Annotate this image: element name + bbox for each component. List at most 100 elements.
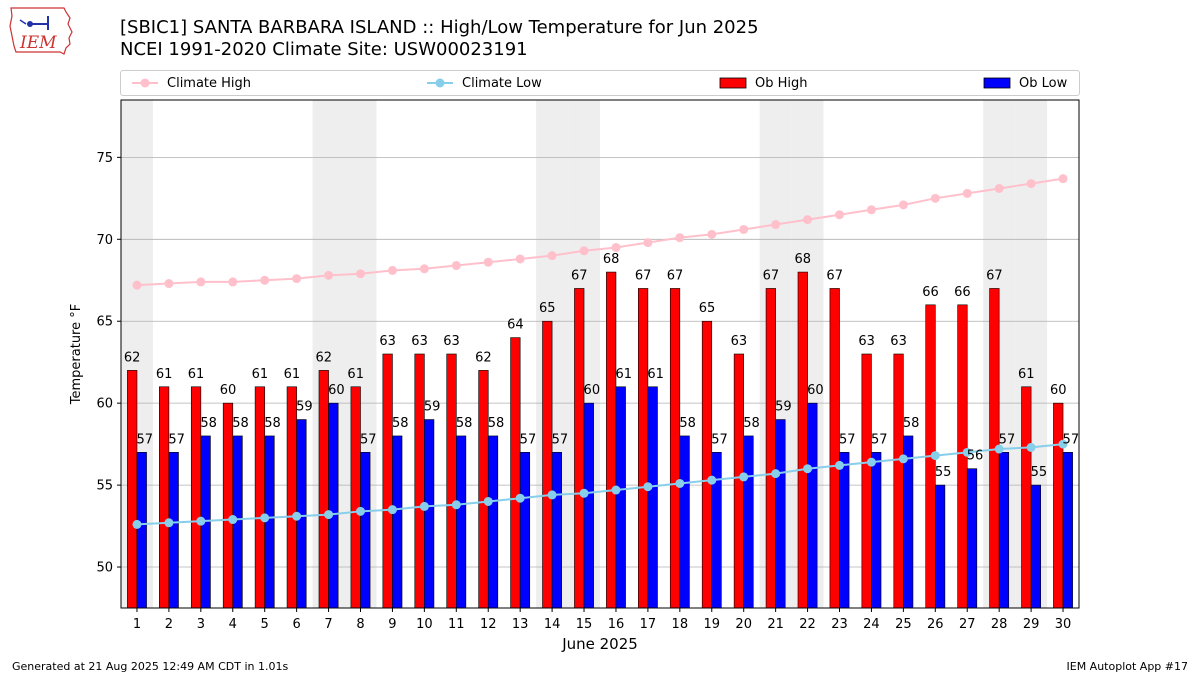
climate-low-point-23: [835, 460, 844, 470]
climate-low-point-25: [898, 454, 908, 464]
ob-high-bar-8: [350, 386, 361, 609]
climate-low-swatch: [427, 78, 453, 88]
climate-high-point-17: [643, 238, 653, 248]
ob-high-label-30: 60: [1050, 383, 1067, 398]
climate-low-point-9: [387, 505, 397, 515]
plot-frame: [120, 99, 1080, 609]
climate-low-point-27: [962, 447, 972, 457]
climate-low-point-4: [228, 515, 238, 525]
climate-low-point-18: [675, 478, 685, 488]
ob-low-bar-28: [998, 452, 1010, 609]
ob-low-bar-24: [871, 452, 882, 609]
x-tick-label-13: 13: [512, 617, 529, 632]
climate-low-point-16: [611, 485, 621, 495]
ob-high-label-7: 62: [316, 350, 333, 365]
ob-high-bar-12: [478, 370, 489, 609]
x-tick-label-5: 5: [261, 617, 269, 632]
climate-low-point-8: [356, 506, 365, 516]
climate-high-point-20: [739, 224, 749, 234]
ob-low-label-28: 57: [999, 432, 1016, 447]
ob-low-label-19: 57: [711, 432, 728, 447]
iem-logo: IEM: [9, 7, 73, 55]
ob-high-bar-4: [222, 402, 234, 609]
ob-high-label-2: 61: [156, 367, 173, 382]
ob-low-bar-20: [743, 435, 754, 609]
climate-high-point-14: [547, 251, 557, 261]
ob-low-label-9: 58: [392, 416, 409, 431]
ob-high-bar-19: [701, 320, 713, 609]
legend-item-ob-high: Ob High: [719, 71, 808, 95]
ob-low-label-13: 57: [520, 432, 537, 447]
climate-low-point-5: [260, 513, 270, 523]
x-tick-label-14: 14: [544, 617, 561, 632]
x-tick-label-30: 30: [1055, 617, 1072, 632]
ob-low-bar-2: [168, 452, 179, 609]
climate-high-point-19: [707, 229, 717, 239]
ob-low-label-23: 57: [839, 432, 856, 447]
climate-high-point-29: [1026, 179, 1036, 189]
climate-low-point-15: [579, 488, 589, 498]
ob-low-bar-30: [1062, 452, 1073, 609]
ob-low-bar-7: [328, 402, 339, 609]
climate-low-point-19: [707, 475, 717, 485]
ob-high-bar-1: [127, 370, 138, 609]
climate-low-point-2: [164, 518, 174, 528]
ob-high-label-27: 66: [954, 285, 971, 300]
climate-low-point-13: [515, 493, 525, 503]
climate-high-point-3: [196, 277, 206, 287]
x-tick-label-2: 2: [165, 617, 173, 632]
ob-low-label-5: 58: [264, 416, 281, 431]
x-tick-label-25: 25: [895, 617, 912, 632]
ob-high-label-26: 66: [922, 285, 939, 300]
ob-high-label-15: 67: [571, 268, 588, 283]
ob-low-bar-26: [934, 484, 946, 609]
climate-high-point-27: [962, 188, 972, 198]
ob-high-bar-15: [574, 288, 585, 609]
chart-title: [SBIC1] SANTA BARBARA ISLAND :: High/Low…: [120, 17, 759, 38]
ob-high-label-4: 60: [220, 383, 237, 398]
climate-low-point-28: [994, 444, 1004, 454]
x-tick-label-28: 28: [991, 617, 1008, 632]
ob-low-label-17: 61: [647, 367, 664, 382]
y-tick-label-60: 60: [96, 397, 113, 412]
y-tick-label-50: 50: [96, 561, 113, 576]
climate-high-point-26: [930, 193, 940, 203]
ob-high-bar-13: [510, 337, 521, 609]
ob-high-bar-7: [318, 370, 329, 609]
ob-low-label-16: 61: [615, 367, 632, 382]
ob-low-bar-1: [136, 452, 147, 609]
ob-low-label-27: 56: [967, 449, 984, 464]
ob-high-label-3: 61: [188, 367, 205, 382]
ob-high-bar-24: [861, 353, 872, 609]
chart-subtitle: NCEI 1991-2020 Climate Site: USW00023191: [120, 39, 528, 60]
x-tick-label-29: 29: [1023, 617, 1040, 632]
climate-high-point-18: [675, 233, 685, 243]
ob-high-bar-6: [286, 386, 297, 609]
ob-high-bar-16: [606, 271, 617, 609]
x-tick-label-16: 16: [608, 617, 625, 632]
y-tick-label-65: 65: [96, 315, 113, 330]
climate-low-point-30: [1058, 439, 1068, 449]
ob-low-label-8: 57: [360, 432, 377, 447]
ob-high-label-6: 61: [284, 367, 301, 382]
climate-low-point-22: [803, 464, 813, 474]
ob-high-label-13: 64: [507, 318, 524, 333]
ob-low-bar-18: [679, 435, 690, 609]
ob-low-label-22: 60: [807, 383, 824, 398]
climate-high-line: [136, 177, 1064, 287]
climate-high-point-4: [228, 277, 238, 287]
ob-high-label-28: 67: [986, 268, 1003, 283]
ob-high-label-1: 62: [124, 350, 141, 365]
ob-low-bar-14: [551, 452, 562, 609]
x-tick-label-21: 21: [767, 617, 784, 632]
climate-low-point-14: [547, 490, 557, 500]
x-tick-label-27: 27: [959, 617, 976, 632]
climate-low-point-10: [419, 501, 429, 511]
ob-high-bar-23: [829, 288, 840, 609]
ob-high-label-21: 67: [763, 268, 780, 283]
ob-low-bar-11: [455, 435, 467, 609]
ob-low-label-15: 60: [584, 383, 601, 398]
ob-high-bar-11: [446, 353, 457, 609]
climate-high-point-8: [356, 269, 365, 279]
ob-low-bar-13: [519, 452, 531, 609]
